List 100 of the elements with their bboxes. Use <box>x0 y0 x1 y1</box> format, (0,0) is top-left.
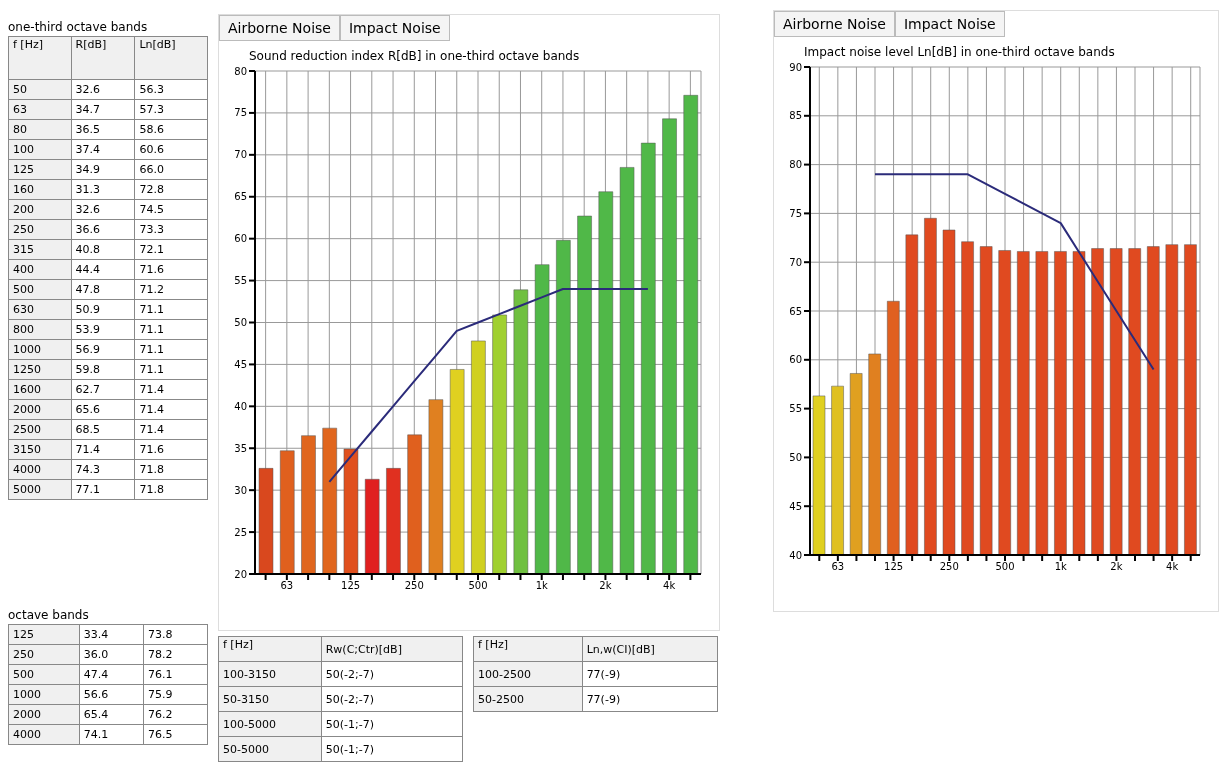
category-label: 500 <box>8 279 72 300</box>
y-tick-label: 75 <box>789 207 802 219</box>
data-label: 77.1 <box>71 479 135 500</box>
y-tick-label: 50 <box>789 451 802 463</box>
data-label: 65.4 <box>79 704 144 725</box>
category-label: 315 <box>8 239 72 260</box>
y-tick-label: 55 <box>234 275 247 287</box>
x-tick-label: 1k <box>1054 561 1067 573</box>
y-tick-label: 40 <box>789 549 802 561</box>
category-label: 4000 <box>8 724 80 745</box>
data-label: 37.4 <box>71 139 135 160</box>
category-label: 100-3150 <box>218 661 322 687</box>
x-tick-label: 500 <box>468 580 488 592</box>
category-label: 800 <box>8 319 72 340</box>
category-label: 125 <box>8 624 80 645</box>
text: 50(-1;-7) <box>325 717 374 731</box>
y-tick-label: 65 <box>234 191 247 203</box>
data-label: 74.1 <box>79 724 144 745</box>
category-label: 160 <box>8 179 72 200</box>
category-label: 50-3150 <box>218 686 322 712</box>
chart-title: Impact noise level Ln[dB] in one-third octave bands <box>804 45 1116 59</box>
data-label: 34.9 <box>71 159 135 180</box>
data-label: 76.1 <box>143 664 208 685</box>
text: f [Hz] <box>473 636 583 662</box>
y-tick-label: 45 <box>789 500 802 512</box>
y-tick-label: 70 <box>234 149 247 161</box>
data-label: 58.6 <box>134 119 208 140</box>
data-label: 56.6 <box>79 684 144 705</box>
data-label: 71.6 <box>134 439 208 460</box>
data-label: 60.6 <box>134 139 208 160</box>
data-label: 73.3 <box>134 219 208 240</box>
category-label: 2000 <box>8 399 72 420</box>
text: f [Hz] <box>218 636 322 662</box>
data-label: 53.9 <box>71 319 135 340</box>
data-label: 71.4 <box>71 439 135 460</box>
x-tick-label: 2k <box>1110 561 1123 573</box>
text: Ln,w(CI)[dB] <box>582 636 718 662</box>
data-label: 74.3 <box>71 459 135 480</box>
data-label: 66.0 <box>134 159 208 180</box>
data-label: 76.5 <box>143 724 208 745</box>
line-series <box>874 173 1155 371</box>
data-label: 36.0 <box>79 644 144 665</box>
text: f [Hz] <box>8 36 72 80</box>
category-label: 100-5000 <box>218 711 322 737</box>
text: Rw(C;Ctr)[dB] <box>321 636 463 662</box>
data-label: 71.1 <box>134 319 208 340</box>
y-tick-label: 90 <box>789 61 802 73</box>
data-label: 50.9 <box>71 299 135 320</box>
x-tick-label: 4k <box>663 580 676 592</box>
category-label: 50-2500 <box>473 686 583 712</box>
text: Airborne Noise <box>774 11 895 37</box>
data-label: 36.6 <box>71 219 135 240</box>
category-label: 630 <box>8 299 72 320</box>
text: 50(-1;-7) <box>325 742 374 756</box>
category-label: 400 <box>8 259 72 280</box>
category-label: 1600 <box>8 379 72 400</box>
y-tick-label: 60 <box>789 354 802 366</box>
data-label: 71.8 <box>134 459 208 480</box>
y-tick-label: 65 <box>789 305 802 317</box>
data-label: 47.4 <box>79 664 144 685</box>
data-label: 71.6 <box>134 259 208 280</box>
data-label: 47.8 <box>71 279 135 300</box>
text: 77(-9) <box>586 667 621 681</box>
text: octave bands <box>8 608 90 622</box>
category-label: 50-5000 <box>218 736 322 762</box>
x-tick-label: 63 <box>280 580 294 592</box>
x-tick-label: 1k <box>535 580 548 592</box>
category-label: 80 <box>8 119 72 140</box>
category-label: 3150 <box>8 439 72 460</box>
category-label: 125 <box>8 159 72 180</box>
data-label: 59.8 <box>71 359 135 380</box>
text: 50(-2;-7) <box>325 692 374 706</box>
data-label: 68.5 <box>71 419 135 440</box>
text: Airborne Noise <box>219 15 340 41</box>
y-tick-label: 25 <box>234 526 247 538</box>
category-label: 50 <box>8 79 72 100</box>
data-label: 56.3 <box>134 79 208 100</box>
y-tick-label: 75 <box>234 107 247 119</box>
data-label: 71.2 <box>134 279 208 300</box>
data-label: 56.9 <box>71 339 135 360</box>
data-label: 40.8 <box>71 239 135 260</box>
data-label: 72.1 <box>134 239 208 260</box>
data-label: 65.6 <box>71 399 135 420</box>
category-label: 250 <box>8 219 72 240</box>
category-label: 1000 <box>8 684 80 705</box>
y-tick-label: 80 <box>234 65 247 77</box>
x-tick-label: 250 <box>404 580 424 592</box>
text: 50(-2;-7) <box>325 667 374 681</box>
category-label: 5000 <box>8 479 72 500</box>
y-tick-label: 45 <box>234 358 247 370</box>
x-tick-label: 500 <box>995 561 1015 573</box>
data-label: 36.5 <box>71 119 135 140</box>
category-label: 500 <box>8 664 80 685</box>
x-tick-label: 2k <box>599 580 612 592</box>
data-label: 71.4 <box>134 379 208 400</box>
x-tick-label: 125 <box>884 561 904 573</box>
data-label: 62.7 <box>71 379 135 400</box>
category-label: 2500 <box>8 419 72 440</box>
data-label: 71.8 <box>134 479 208 500</box>
data-label: 71.1 <box>134 359 208 380</box>
